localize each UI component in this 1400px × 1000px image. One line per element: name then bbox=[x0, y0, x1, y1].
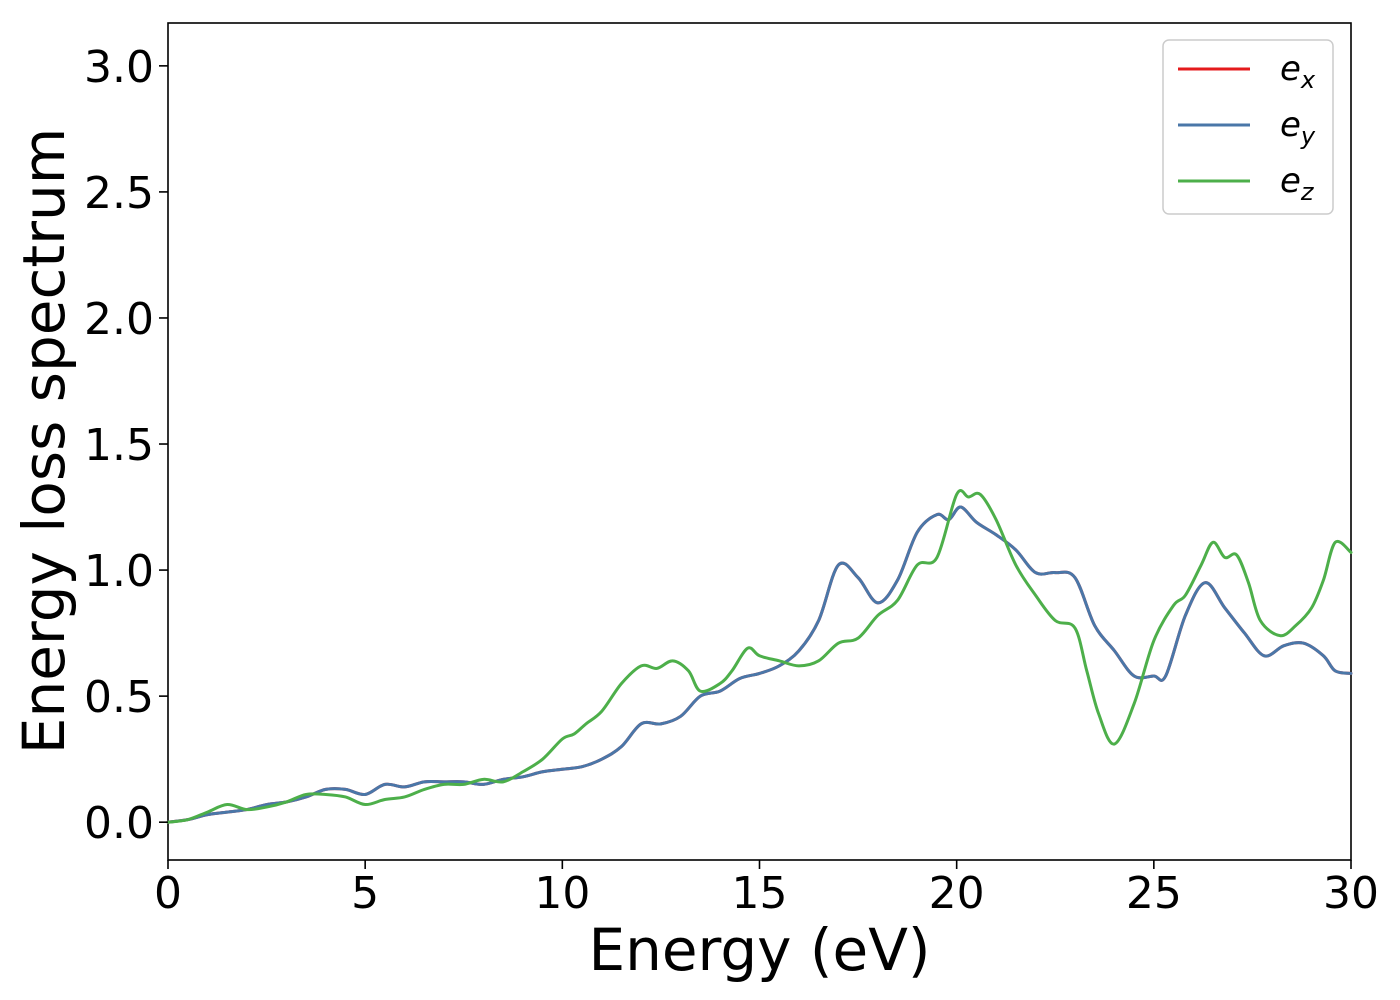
series-layer bbox=[166, 489, 1353, 824]
y-tick-label: 2.0 bbox=[84, 294, 154, 345]
x-axis-label: Energy (eV) bbox=[588, 916, 930, 984]
y-tick-label: 1.0 bbox=[84, 546, 154, 597]
legend-label-ez: ez bbox=[1280, 161, 1315, 206]
plot-frame bbox=[167, 22, 1352, 861]
y-tick-label: 3.0 bbox=[84, 42, 154, 93]
x-axis: 0 5 10 15 20 25 30 bbox=[154, 860, 1379, 919]
legend-box bbox=[1162, 39, 1334, 215]
legend: ex ey ez bbox=[1162, 39, 1334, 215]
x-tick-label: 15 bbox=[732, 868, 788, 919]
y-tick-label: 1.5 bbox=[84, 420, 154, 471]
series-line-ey bbox=[166, 505, 1353, 824]
y-tick-label: 2.5 bbox=[84, 168, 154, 219]
legend-label-ey: ey bbox=[1280, 105, 1316, 150]
y-tick-label: 0.5 bbox=[84, 672, 154, 723]
x-tick-label: 20 bbox=[929, 868, 985, 919]
x-tick-label: 5 bbox=[351, 868, 379, 919]
y-axis-label: Energy loss spectrum bbox=[10, 128, 78, 754]
x-tick-label: 10 bbox=[534, 868, 590, 919]
x-tick-label: 25 bbox=[1126, 868, 1182, 919]
legend-label-ex: ex bbox=[1280, 49, 1316, 94]
series-line-ez bbox=[166, 489, 1353, 824]
x-tick-label: 0 bbox=[154, 868, 182, 919]
y-tick-label: 0.0 bbox=[84, 798, 154, 849]
x-tick-label: 30 bbox=[1323, 868, 1379, 919]
y-axis: 0.0 0.5 1.0 1.5 2.0 2.5 3.0 bbox=[84, 42, 168, 849]
